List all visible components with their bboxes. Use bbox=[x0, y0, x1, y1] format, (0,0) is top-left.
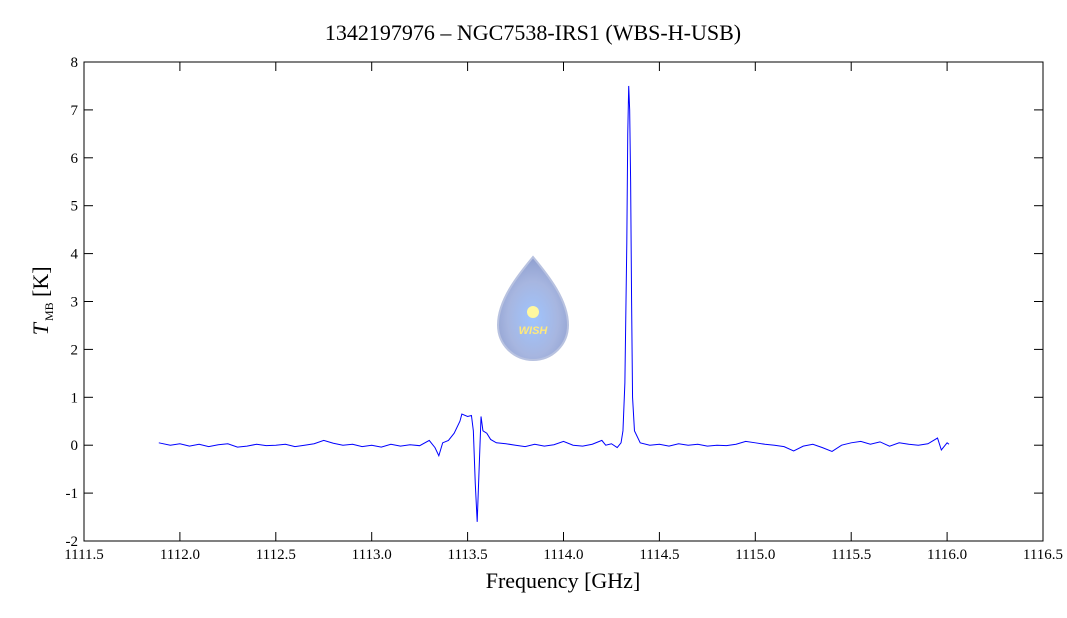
y-tick-label: 1 bbox=[71, 390, 79, 406]
y-tick-label: 3 bbox=[71, 295, 79, 311]
x-tick-label: 1115.0 bbox=[735, 547, 775, 563]
x-tick-label: 1115.5 bbox=[831, 547, 871, 563]
spectrum-line bbox=[158, 85, 950, 522]
y-tick-label: 6 bbox=[71, 151, 79, 167]
y-tick-label: 4 bbox=[71, 247, 79, 263]
x-tick-label: 1113.0 bbox=[352, 547, 392, 563]
y-axis-symbol: T bbox=[28, 321, 53, 335]
x-tick-label: 1112.5 bbox=[256, 547, 296, 563]
y-tick-label: 8 bbox=[71, 55, 79, 71]
y-tick-label: -2 bbox=[66, 534, 79, 550]
y-tick-label: 0 bbox=[71, 438, 79, 454]
y-axis-subscript: MB bbox=[42, 302, 56, 321]
y-tick-label: 2 bbox=[71, 342, 79, 358]
y-tick-label: -1 bbox=[66, 486, 79, 502]
y-axis-label: T MB [K] bbox=[28, 266, 56, 335]
x-axis-label: Frequency [GHz] bbox=[486, 568, 641, 593]
y-tick-label: 5 bbox=[71, 199, 79, 215]
x-tick-label: 1114.5 bbox=[639, 547, 679, 563]
x-tick-label: 1112.0 bbox=[160, 547, 200, 563]
x-tick-label: 1116.5 bbox=[1023, 547, 1063, 563]
y-axis-unit: [K] bbox=[28, 266, 53, 297]
logo: WISH bbox=[496, 255, 570, 362]
y-tick-label: 7 bbox=[71, 103, 79, 119]
x-tick-label: 1113.5 bbox=[448, 547, 488, 563]
logo-text: WISH bbox=[519, 325, 549, 337]
x-tick-label: 1111.5 bbox=[64, 547, 104, 563]
logo-star bbox=[527, 306, 539, 318]
x-tick-label: 1114.0 bbox=[543, 547, 583, 563]
chart-title: 1342197976 – NGC7538-IRS1 (WBS-H-USB) bbox=[325, 20, 741, 45]
x-tick-label: 1116.0 bbox=[927, 547, 967, 563]
